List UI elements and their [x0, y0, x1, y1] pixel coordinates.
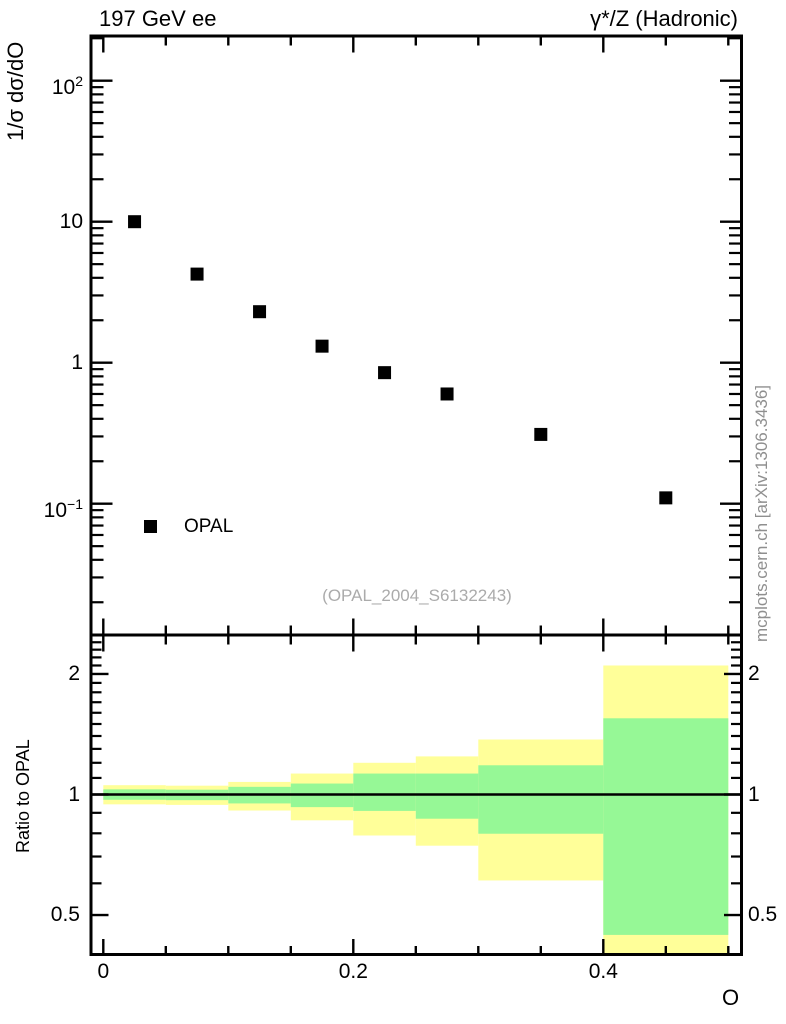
ratio-y-tick-label-left: 0.5 [50, 903, 80, 927]
data-point [659, 491, 673, 505]
ratio-y-tick-label-left: 1 [68, 782, 80, 806]
ratio-frame [89, 633, 743, 956]
ratio-y-tick-label-right: 0.5 [748, 903, 778, 927]
main-y-tick-label: 1 [71, 350, 83, 374]
x-tick-label: 0.4 [588, 960, 618, 983]
data-point [315, 339, 329, 353]
main-y-tick-label: 10−1 [43, 495, 83, 522]
data-point [534, 427, 548, 441]
main-frame [89, 34, 743, 637]
x-tick-label: 0.2 [338, 960, 368, 983]
ratio-band-inner [603, 718, 729, 935]
data-point [253, 305, 267, 319]
ratio-y-tick-label-left: 2 [68, 661, 80, 685]
x-axis-title: O [722, 985, 740, 1010]
analysis-watermark: (OPAL_2004_S6132243) [322, 586, 512, 605]
ratio-y-tick-label-right: 2 [748, 661, 760, 685]
mcplots-credit-text: mcplots.cern.ch [arXiv:1306.3436] [752, 384, 771, 642]
x-tick-label: 0 [97, 960, 110, 983]
legend-label-opal: OPAL [184, 516, 234, 537]
main-y-axis-title: 1/σ dσ/dO [3, 41, 28, 141]
main-y-tick-label: 10 [59, 209, 83, 233]
data-point [378, 366, 392, 380]
ratio-y-tick-label-right: 1 [748, 782, 760, 806]
title-energy: 197 GeV ee [99, 6, 217, 31]
ratio-band-inner [478, 765, 604, 834]
title-process: γ*/Z (Hadronic) [590, 6, 738, 31]
ratio-band-inner [415, 773, 479, 819]
legend-marker-square-icon [144, 520, 157, 533]
main-y-tick-label: 102 [51, 72, 83, 99]
data-point [128, 215, 142, 229]
data-point [440, 387, 454, 401]
data-point [190, 267, 204, 281]
ratio-band-inner [353, 773, 416, 811]
ratio-y-axis-title: Ratio to OPAL [13, 739, 33, 853]
